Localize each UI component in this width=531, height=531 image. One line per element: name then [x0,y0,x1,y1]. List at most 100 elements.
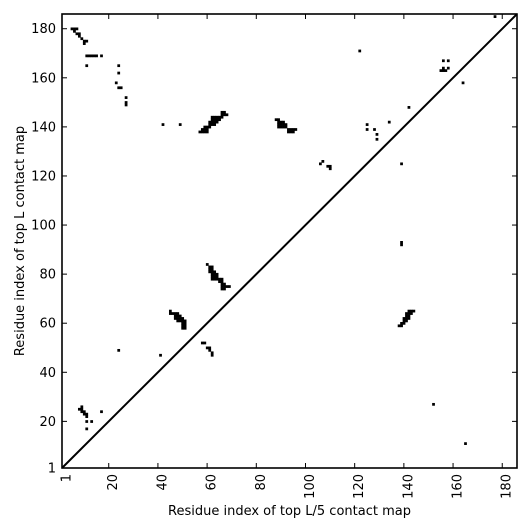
lower-contact-point [176,314,180,318]
upper-contact-point [215,115,219,119]
upper-contact-point [119,86,123,90]
lower-contact-point [213,275,217,279]
upper-contact-point [205,130,209,134]
lower-contact-point [178,317,182,320]
lower-contact-point [432,402,435,406]
lower-contact-point [220,280,224,284]
upper-contact-point [213,115,217,119]
x-tick-label: 60 [205,474,220,491]
lower-contact-point [173,317,177,320]
x-axis-label: Residue index of top L/5 contact map [168,504,411,519]
upper-contact-point [441,66,445,70]
lower-contact-point [200,341,204,345]
y-tick-label: 100 [31,219,56,234]
lower-contact-point [218,277,221,281]
lower-contact-point [85,427,89,431]
upper-contact-point [291,130,295,134]
upper-contact-point [223,110,226,114]
upper-contact-point [124,103,128,107]
upper-contact-point [215,120,219,124]
lower-contact-point [210,272,214,276]
upper-contact-point [124,96,128,99]
y-tick-label: 40 [39,366,56,381]
lower-contact-point [225,285,229,288]
upper-contact-point [284,125,288,129]
lower-contact-point [213,272,217,276]
lower-contact-point [168,309,172,313]
lower-contact-point [85,420,89,423]
x-tick-label: 80 [254,474,269,491]
x-tick-label: 160 [451,474,466,499]
lower-contact-point [173,314,177,318]
lower-contact-point [210,275,214,279]
lower-contact-point [410,309,413,313]
lower-contact-point [397,324,401,328]
lower-contact-point [223,285,226,288]
lower-contact-point [405,314,408,318]
lower-contact-point [402,317,406,320]
upper-contact-point [117,64,121,68]
diagonal-line [61,13,518,469]
lower-contact-point [220,277,224,281]
lower-contact-point [223,287,226,291]
upper-contact-point [291,128,295,131]
lower-contact-point [228,285,231,288]
upper-contact-point [77,32,81,36]
y-tick-label: 80 [39,268,56,283]
lower-contact-point [183,321,187,325]
lower-contact-point [400,241,403,244]
y-tick-label: 160 [31,71,56,86]
upper-contact-point [215,118,219,122]
upper-contact-point [446,59,450,63]
contact-points-layer [70,15,497,445]
lower-contact-point [82,412,86,416]
lower-contact-point [176,319,180,323]
lower-contact-point [210,353,214,357]
lower-contact-point [80,405,84,409]
upper-contact-point [73,29,76,33]
upper-contact-point [274,118,278,122]
lower-contact-point [205,346,209,350]
x-tick-label: 140 [401,474,416,499]
y-tick-label: 120 [31,169,56,184]
upper-contact-point [210,123,214,126]
upper-contact-point [200,130,204,134]
upper-contact-point [319,162,322,166]
lower-contact-point [400,321,403,325]
upper-contact-point [210,120,214,124]
x-tick-label: 1 [60,474,75,482]
upper-contact-point [358,49,362,53]
upper-contact-point [439,69,443,72]
lower-contact-point [176,317,180,320]
upper-contact-point [75,32,79,36]
x-tick-label: 20 [106,474,121,491]
lower-contact-point [183,326,187,330]
upper-contact-point [328,167,332,171]
y-tick-label: 60 [39,317,56,332]
upper-contact-point [321,160,325,163]
lower-contact-point [171,312,175,315]
lower-contact-point [210,270,214,274]
upper-contact-point [92,54,96,58]
upper-contact-point [205,125,209,129]
x-tick-label: 120 [352,474,367,499]
upper-contact-point [279,120,283,124]
lower-contact-point [100,410,103,414]
lower-contact-point [220,282,224,286]
upper-contact-point [203,125,207,129]
lower-contact-point [405,317,408,320]
upper-contact-point [282,125,285,129]
lower-contact-point [159,353,162,357]
upper-contact-point [213,123,217,126]
lower-contact-point [215,272,219,276]
lower-contact-point [181,326,185,330]
upper-contact-point [73,27,76,31]
upper-contact-point [407,106,411,109]
upper-contact-point [441,59,445,63]
lower-contact-point [203,341,207,345]
lower-contact-point [183,324,187,328]
lower-contact-point [82,410,86,414]
lower-contact-point [210,265,214,269]
x-axis: 1 20 40 60 80 100 120 140 160 180 [60,14,515,499]
lower-contact-point [210,351,214,355]
